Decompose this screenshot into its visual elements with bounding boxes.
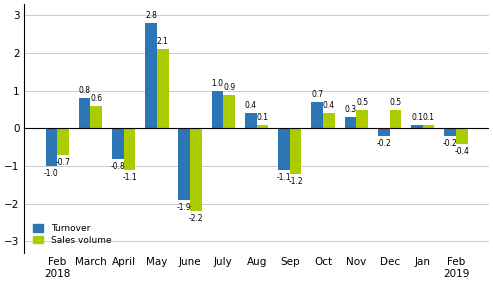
- Bar: [57, 129, 69, 155]
- Text: 2.8: 2.8: [145, 11, 157, 20]
- Bar: [90, 106, 102, 129]
- Bar: [145, 23, 157, 129]
- Text: -0.2: -0.2: [376, 139, 391, 148]
- Bar: [423, 125, 434, 129]
- Text: -0.7: -0.7: [56, 158, 70, 167]
- Bar: [356, 110, 368, 129]
- Text: 0.9: 0.9: [223, 83, 235, 92]
- Text: 1.0: 1.0: [211, 79, 223, 88]
- Text: 0.4: 0.4: [245, 102, 257, 110]
- Text: -0.8: -0.8: [110, 162, 125, 171]
- Bar: [378, 129, 389, 136]
- Text: 0.3: 0.3: [345, 105, 356, 114]
- Bar: [223, 95, 235, 129]
- Bar: [257, 125, 268, 129]
- Bar: [445, 129, 456, 136]
- Text: 0.1: 0.1: [411, 113, 423, 122]
- Bar: [45, 129, 57, 166]
- Bar: [456, 129, 468, 143]
- Text: -1.2: -1.2: [288, 177, 303, 186]
- Text: -1.1: -1.1: [122, 173, 137, 182]
- Bar: [411, 125, 423, 129]
- Bar: [312, 102, 323, 129]
- Bar: [157, 49, 169, 129]
- Text: 0.5: 0.5: [356, 98, 368, 107]
- Text: 0.8: 0.8: [78, 86, 91, 95]
- Bar: [345, 117, 356, 129]
- Bar: [124, 129, 135, 170]
- Bar: [290, 129, 302, 174]
- Bar: [323, 113, 335, 129]
- Text: 2.1: 2.1: [157, 37, 169, 46]
- Bar: [245, 113, 257, 129]
- Text: -1.9: -1.9: [177, 203, 192, 212]
- Text: 0.1: 0.1: [256, 113, 268, 122]
- Text: -1.1: -1.1: [277, 173, 291, 182]
- Bar: [190, 129, 202, 211]
- Text: -2.2: -2.2: [189, 214, 203, 223]
- Text: -0.2: -0.2: [443, 139, 458, 148]
- Bar: [79, 98, 90, 129]
- Text: 0.5: 0.5: [389, 98, 401, 107]
- Text: -1.0: -1.0: [44, 169, 59, 178]
- Bar: [178, 129, 190, 200]
- Text: 0.1: 0.1: [423, 113, 435, 122]
- Text: 0.6: 0.6: [90, 94, 102, 103]
- Bar: [389, 110, 401, 129]
- Bar: [112, 129, 124, 159]
- Legend: Turnover, Sales volume: Turnover, Sales volume: [29, 220, 115, 248]
- Text: 0.7: 0.7: [311, 90, 323, 99]
- Bar: [211, 91, 223, 129]
- Text: -0.4: -0.4: [455, 147, 469, 156]
- Bar: [278, 129, 290, 170]
- Text: 0.4: 0.4: [323, 102, 335, 110]
